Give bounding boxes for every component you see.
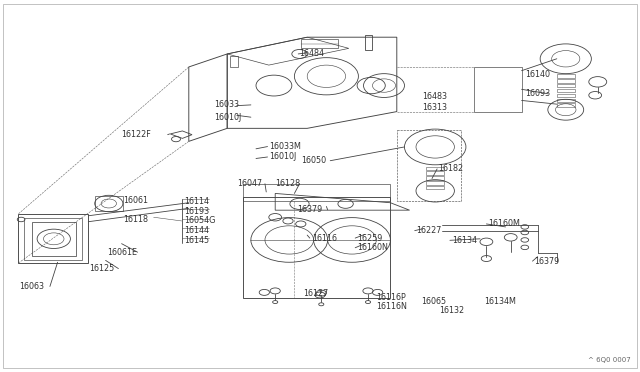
Text: 16061E: 16061E [108,248,138,257]
Text: 16033M: 16033M [269,142,301,151]
Text: 16379: 16379 [298,205,323,214]
Text: 16127: 16127 [303,289,328,298]
Text: 16160M: 16160M [488,219,520,228]
Text: 16093: 16093 [525,89,550,98]
Text: ^ 6Q0 0007: ^ 6Q0 0007 [588,357,630,363]
Text: 16144: 16144 [184,226,209,235]
Bar [230,56,238,67]
Text: 16313: 16313 [422,103,447,112]
Text: 16033: 16033 [214,100,239,109]
Text: 16484: 16484 [300,49,324,58]
Text: 16061: 16061 [123,196,148,205]
Text: 16483: 16483 [422,92,447,101]
Text: 16134M: 16134M [484,297,516,306]
Text: 16118: 16118 [123,215,148,224]
Bar [243,197,390,298]
Text: 16065: 16065 [421,297,446,306]
Bar [95,196,123,211]
Bar [32,222,76,256]
Text: 16050: 16050 [301,156,326,165]
Text: 16132: 16132 [439,307,464,315]
Text: 16125: 16125 [90,264,115,273]
Bar [24,218,82,260]
Text: 16140: 16140 [525,70,550,79]
Text: 16122F: 16122F [122,130,151,139]
Bar [365,35,372,50]
Text: 16114: 16114 [184,197,209,206]
Text: 16063: 16063 [19,282,44,291]
Text: 16010J: 16010J [269,153,296,161]
Text: 16047: 16047 [237,179,262,188]
Text: 16227: 16227 [416,226,442,235]
Bar [18,214,88,263]
Text: 16116N: 16116N [376,302,407,311]
Text: 16116P: 16116P [376,293,406,302]
Text: 16054G: 16054G [184,217,216,225]
Text: 16145: 16145 [184,236,209,245]
Text: 16379: 16379 [534,257,559,266]
Text: 16128: 16128 [275,179,300,188]
Text: 16160N: 16160N [357,243,388,252]
Text: 16182: 16182 [438,164,463,173]
Text: 16193: 16193 [184,207,209,216]
Text: 16010J: 16010J [214,113,242,122]
Text: 16116: 16116 [312,234,337,243]
Text: 16134: 16134 [452,236,477,245]
Text: 16259: 16259 [357,234,383,243]
Bar [243,184,390,201]
Bar [301,39,338,48]
